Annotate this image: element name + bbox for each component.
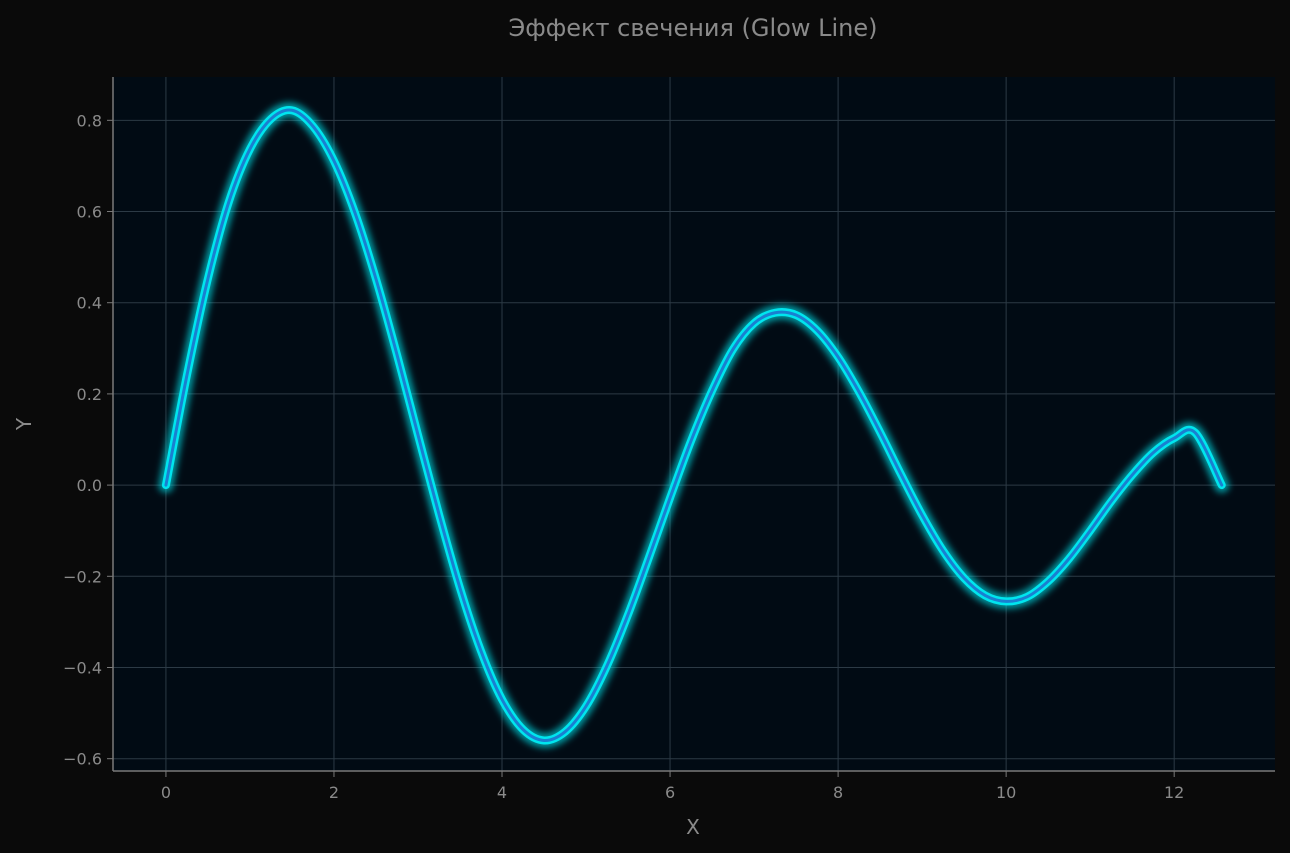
y-tick-label-5: 0.4	[77, 294, 102, 313]
grid	[113, 77, 1275, 771]
x-tick-label-0: 0	[161, 783, 171, 802]
y-tick-label-2: −0.2	[63, 567, 102, 586]
y-tick-label-4: 0.2	[77, 385, 102, 404]
x-tick-label-1: 2	[329, 783, 339, 802]
series-line-core-0	[164, 108, 1224, 742]
y-tick-label-0: −0.6	[63, 750, 102, 769]
x-tick-label-5: 10	[996, 783, 1016, 802]
x-axis-label: X	[686, 815, 700, 839]
y-axis-label: Y	[12, 417, 36, 431]
chart-title: Эффект свечения (Glow Line)	[508, 14, 877, 42]
series-line-group	[155, 100, 1232, 751]
x-tick-label-6: 12	[1164, 783, 1184, 802]
y-tick-label-6: 0.6	[77, 203, 102, 222]
x-tick-label-4: 8	[833, 783, 843, 802]
axis-ticks: 0 2 4 6 8 10 12 −0.6 −0.4 −0.2 0.0 0.2 0.4 0.6 0.8	[63, 111, 1184, 802]
x-tick-label-3: 6	[665, 783, 675, 802]
y-tick-label-7: 0.8	[77, 111, 102, 130]
axes-spines	[112, 77, 1275, 772]
x-tick-label-2: 4	[497, 783, 507, 802]
y-tick-label-3: 0.0	[77, 476, 102, 495]
y-tick-label-1: −0.4	[63, 658, 102, 677]
